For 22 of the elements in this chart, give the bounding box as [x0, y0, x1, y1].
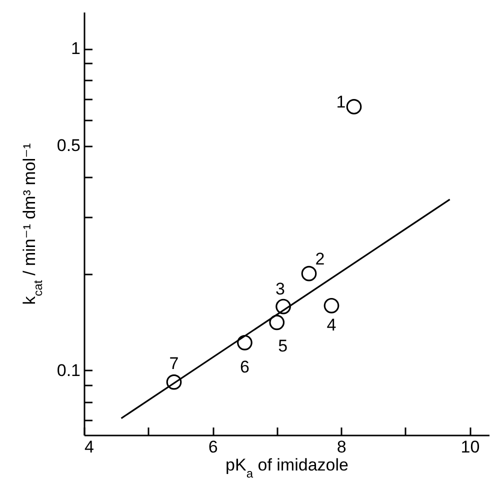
x-tick-label: 6: [208, 438, 218, 456]
y-tick-label: 0.1: [56, 360, 80, 380]
point: [276, 298, 291, 314]
annotation: 6: [240, 358, 250, 377]
annotation: 4: [326, 316, 336, 335]
point: [237, 334, 252, 350]
point: [324, 298, 340, 314]
annotation: 2: [315, 250, 325, 269]
x-tick-label: 10: [460, 438, 480, 456]
annotation: 7: [169, 354, 179, 374]
point: [301, 266, 317, 282]
annotation: 5: [278, 336, 288, 356]
point: [269, 314, 285, 330]
y-tick-label: 0.5: [56, 136, 80, 156]
x-axis-title: pK$_{a}$ of imidazole: [226, 456, 348, 480]
y-tick-label: 1: [71, 39, 80, 58]
x-tick-label: 4: [84, 438, 94, 456]
annotation: 1: [336, 92, 346, 112]
point: [346, 99, 362, 114]
annotation: 3: [276, 280, 286, 299]
x-tick-label: 8: [336, 438, 346, 456]
point: [166, 374, 182, 390]
